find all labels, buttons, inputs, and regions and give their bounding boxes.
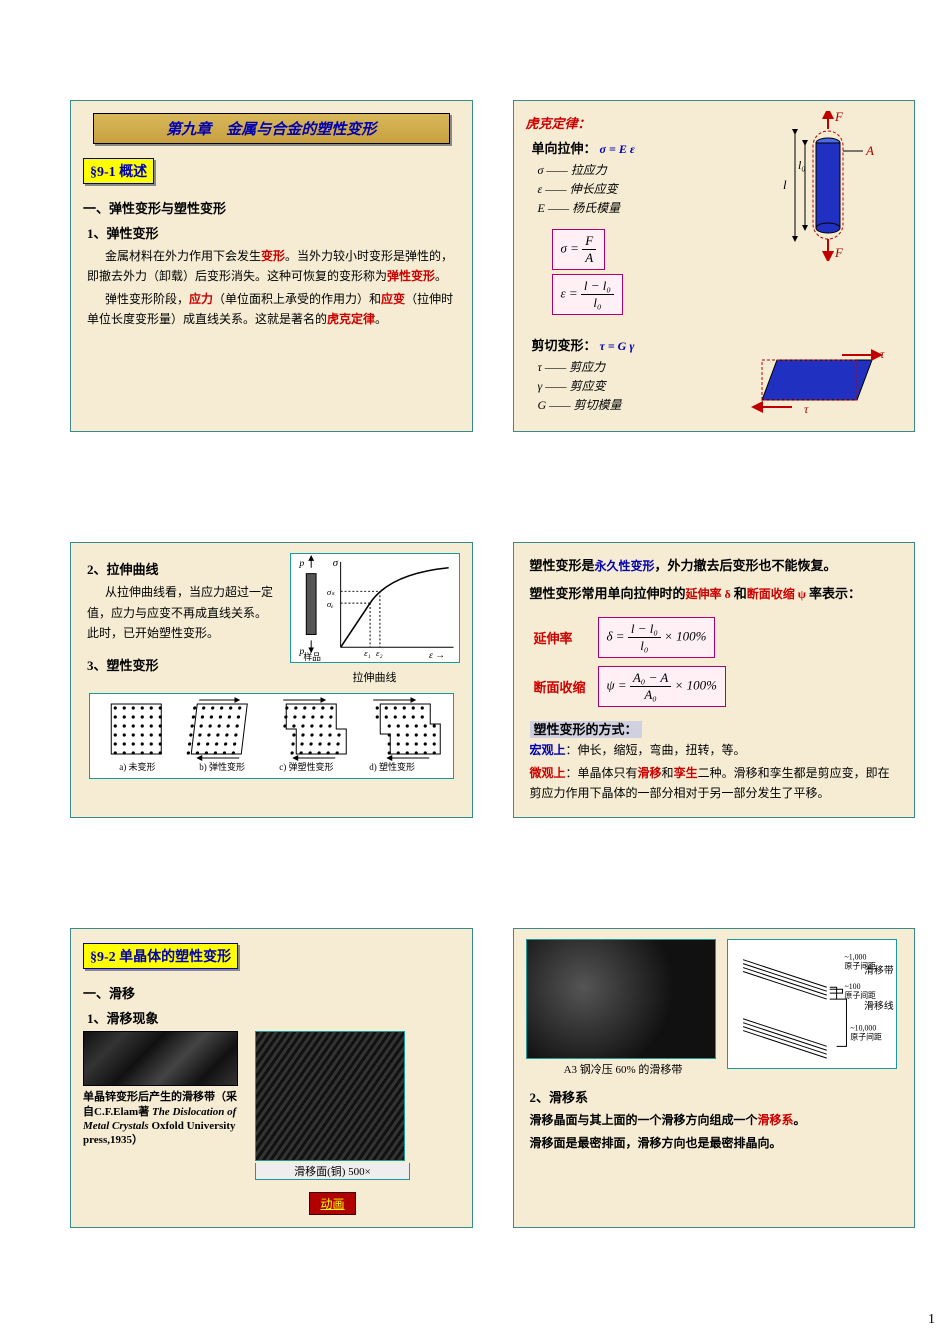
- chart-stress-strain: p p 样品 σ ε → σₛ σₑ ε₁ ε₂: [290, 553, 460, 663]
- dist-line: ~100: [844, 983, 860, 992]
- hooke-title: 虎克定律：: [526, 113, 752, 132]
- animation-button[interactable]: 动画: [309, 1192, 355, 1215]
- para-elastic-2: 弹性变形阶段，应力（单位面积上承受的作用力）和应变（拉伸时单位长度变形量）成直线…: [87, 289, 456, 330]
- dist-spacing: ~10,000: [850, 1024, 876, 1033]
- figure-cu-slip-planes: [255, 1031, 405, 1161]
- slide-hooke-law: 虎克定律： 单向拉伸： σ = E ε σ —— 拉应力 ε —— 伸长应变 E…: [513, 100, 916, 432]
- def-tau: τ —— 剪应力: [538, 358, 752, 377]
- caption-a3-steel: A3 钢冷压 60% 的滑移带: [526, 1061, 721, 1077]
- svg-text:τ: τ: [804, 402, 809, 415]
- para-elastic-1: 金属材料在外力作用下会发生变形。当外力较小时变形是弹性的，即撤去外力（卸载）后变…: [87, 246, 456, 287]
- eq-psi: ψ = A₀ − AA₀ × 100%: [598, 666, 726, 707]
- caption-tensile-curve: 拉伸曲线: [290, 669, 460, 685]
- svg-text:a) 未变形: a) 未变形: [119, 761, 155, 772]
- caption-cu-slip: 滑移面(铜) 500×: [255, 1163, 410, 1180]
- para-permanent: 塑性变形是永久性变形，外力撤去后变形也不能恢复。: [530, 555, 899, 577]
- para-macro: 宏观上：伸长，缩短，弯曲，扭转，等。: [530, 740, 899, 760]
- eq-delta: δ = l − l₀l₀ × 100%: [598, 617, 716, 658]
- para-tensile-curve: 从拉伸曲线看，当应力超过一定值，应力与应变不再成直线关系。此时，已开始塑性变形。: [87, 582, 278, 643]
- diagram-shear: τ τ: [742, 345, 892, 415]
- eq-sigma-E-eps: σ = E ε: [600, 142, 635, 156]
- heading-plastic-deform: 3、塑性变形: [87, 655, 282, 674]
- def-eps: ε —— 伸长应变: [538, 180, 752, 199]
- svg-text:A: A: [865, 143, 874, 158]
- svg-text:σ: σ: [332, 557, 338, 569]
- diagram-slip-band-lines: ~1,000 原子间距 滑移带 ~100 原子间距 滑移线 ~10,000 原子…: [727, 939, 897, 1069]
- svg-text:样品: 样品: [303, 651, 321, 662]
- para-elong-contract: 塑性变形常用单向拉伸时的延伸率 δ 和断面收缩 ψ 率表示：: [530, 583, 899, 605]
- slide-tensile-curve: 2、拉伸曲线 从拉伸曲线看，当应力超过一定值，应力与应变不再成直线关系。此时，已…: [70, 542, 473, 818]
- svg-text:原子间距: 原子间距: [844, 992, 876, 1001]
- svg-text:σₑ: σₑ: [326, 599, 333, 609]
- svg-text:τ: τ: [880, 347, 885, 361]
- figure-zinc-slip-bands: [83, 1031, 238, 1086]
- figure-deformation-lattice: a) 未变形 b) 弹性变形 c) 弹塑性变形 d) 塑性变形: [89, 693, 454, 779]
- para-micro: 微观上：单晶体只有滑移和孪生二种。滑移和孪生都是剪应变，即在剪应力作用下晶体的一…: [530, 763, 899, 804]
- heading-deform-mode: 塑性变形的方式：: [530, 721, 642, 738]
- heading-slip-phenomenon: 1、滑移现象: [87, 1008, 460, 1027]
- dist-band: ~1,000: [844, 953, 866, 962]
- heading-slip: 一、滑移: [83, 983, 460, 1002]
- chapter-title: 第九章 金属与合金的塑性变形: [93, 113, 450, 144]
- svg-text:p: p: [298, 558, 304, 569]
- svg-text:ε₁: ε₁: [364, 648, 371, 658]
- svg-text:l: l: [783, 177, 787, 192]
- svg-text:滑移线: 滑移线: [864, 999, 894, 1012]
- caption-zn-slip: 单晶锌变形后产生的滑移带（采自C.F.Elam著 The Dislocation…: [83, 1090, 243, 1147]
- slide-9-1-intro: 第九章 金属与合金的塑性变形 §9-1 概述 一、弹性变形与塑性变形 1、弹性变…: [70, 100, 473, 432]
- svg-text:原子间距: 原子间距: [850, 1033, 882, 1042]
- section-title-9-1: §9-1 概述: [83, 158, 154, 184]
- eq-eps-l-l0: ε = l − l₀l₀: [552, 274, 623, 315]
- svg-text:d) 塑性变形: d) 塑性变形: [369, 761, 415, 772]
- svg-text:ε₂: ε₂: [375, 648, 382, 658]
- svg-text:F: F: [834, 111, 844, 124]
- label-elongation: 延伸率: [534, 628, 594, 647]
- def-gamma: γ —— 剪应变: [538, 377, 752, 396]
- slide-9-2-single-crystal: §9-2 单晶体的塑性变形 一、滑移 1、滑移现象 单晶锌变形后产生的滑移带（采…: [70, 928, 473, 1228]
- def-E: E —— 杨氏模量: [538, 199, 752, 218]
- svg-text:σₛ: σₛ: [326, 587, 334, 597]
- svg-text:ε →: ε →: [429, 650, 445, 661]
- def-G: G —— 剪切模量: [538, 396, 752, 415]
- svg-text:F: F: [834, 245, 844, 260]
- svg-text:l₀: l₀: [798, 158, 806, 172]
- para-slip-system-2: 滑移面是最密排面，滑移方向也是最密排晶向。: [530, 1133, 899, 1153]
- figure-a3-steel-slip: [526, 939, 716, 1059]
- svg-text:c) 弹塑性变形: c) 弹塑性变形: [279, 761, 333, 772]
- section-title-9-2: §9-2 单晶体的塑性变形: [83, 943, 238, 969]
- page-number: 1: [928, 1312, 935, 1328]
- label-area-reduction: 断面收缩: [534, 677, 594, 696]
- para-slip-system-1: 滑移晶面与其上面的一个滑移方向组成一个滑移系。: [530, 1110, 899, 1130]
- slide-slip-system: A3 钢冷压 60% 的滑移带: [513, 928, 916, 1228]
- heading-elastic-plastic: 一、弹性变形与塑性变形: [83, 198, 460, 217]
- svg-text:滑移带: 滑移带: [864, 964, 894, 977]
- diagram-tensile: F F l l₀ A: [751, 111, 881, 261]
- svg-text:b) 弹性变形: b) 弹性变形: [199, 761, 245, 772]
- eq-tau-G-gamma: τ = G γ: [600, 339, 635, 353]
- heading-elastic: 1、弹性变形: [87, 223, 460, 242]
- heading-tensile-curve: 2、拉伸曲线: [87, 559, 282, 578]
- slide-plastic-deform-props: 塑性变形是永久性变形，外力撤去后变形也不能恢复。 塑性变形常用单向拉伸时的延伸率…: [513, 542, 916, 818]
- eq-sigma-F-A: σ = FA: [552, 229, 606, 270]
- def-sigma: σ —— 拉应力: [538, 161, 752, 180]
- heading-slip-system: 2、滑移系: [530, 1087, 903, 1106]
